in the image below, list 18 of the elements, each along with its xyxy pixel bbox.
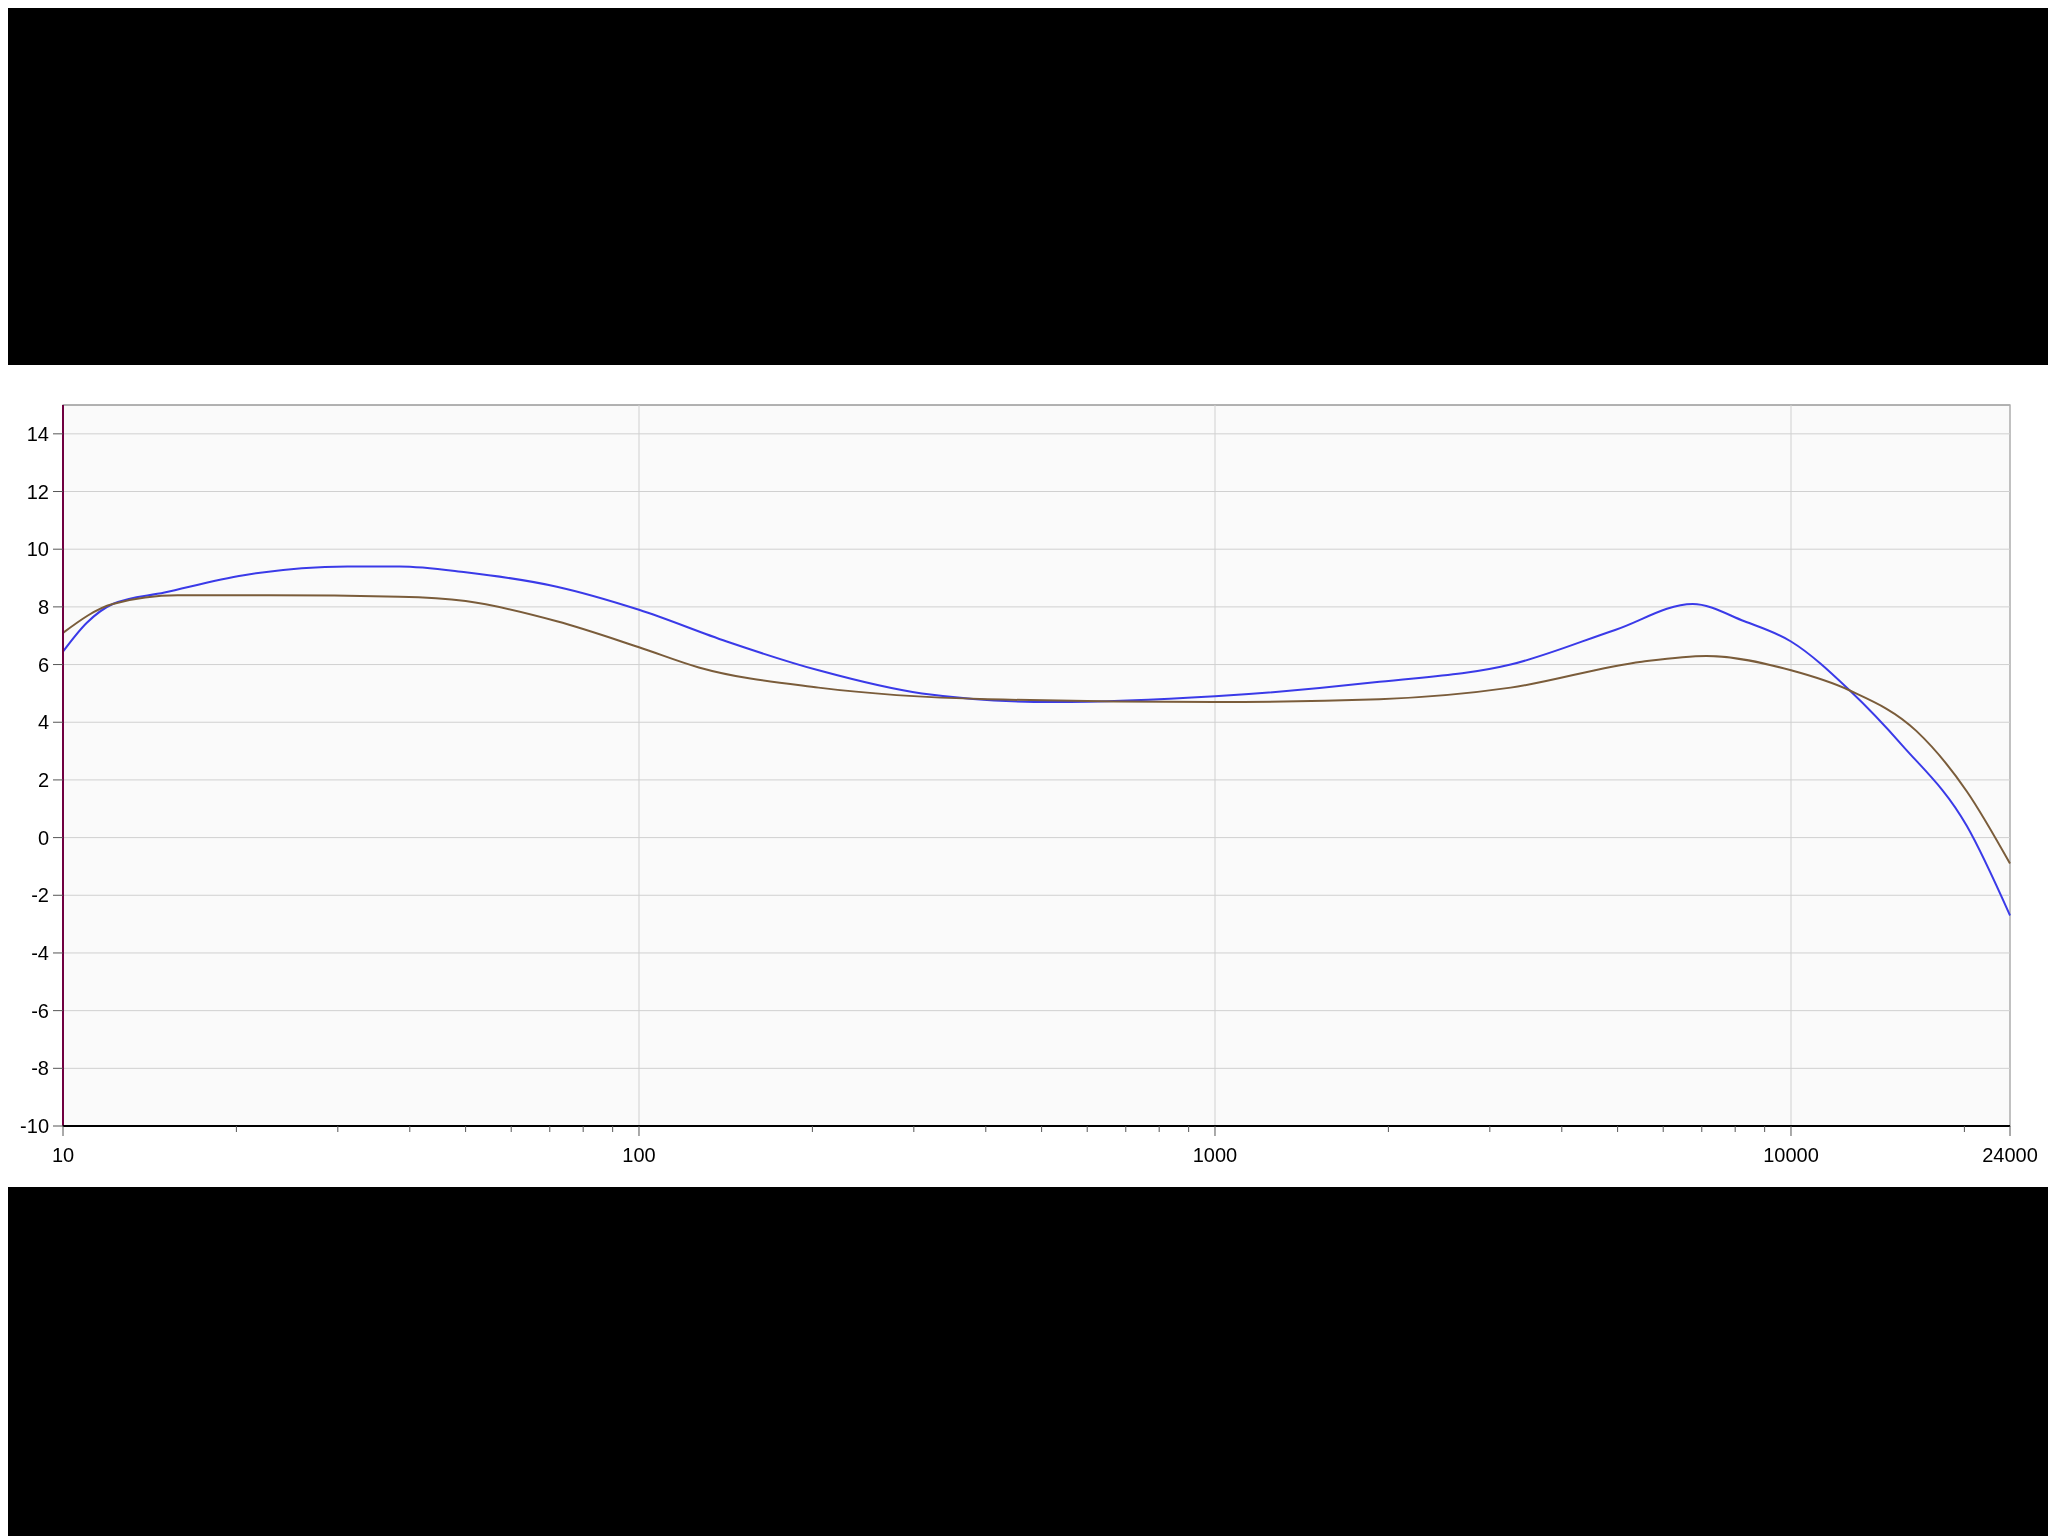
y-tick-label: -8 bbox=[31, 1057, 49, 1080]
y-tick-label: 12 bbox=[26, 480, 49, 503]
y-tick-label: -6 bbox=[31, 999, 49, 1022]
y-tick-label: 6 bbox=[37, 653, 49, 676]
x-tick-label: 10 bbox=[51, 1144, 75, 1166]
y-tick-label: -4 bbox=[31, 941, 49, 964]
y-tick-label: 2 bbox=[37, 768, 49, 791]
y-tick-label: -10 bbox=[20, 1115, 49, 1137]
y-tick-label: -2 bbox=[31, 884, 49, 907]
y-tick-label: 10 bbox=[26, 538, 49, 561]
x-tick-label: 24000 bbox=[1982, 1144, 2038, 1166]
x-tick-label: 1000 bbox=[1192, 1144, 1238, 1166]
y-tick-label: 14 bbox=[26, 422, 49, 445]
y-tick-label: 8 bbox=[37, 595, 49, 618]
y-tick-label: 4 bbox=[37, 711, 49, 734]
y-tick-label: 0 bbox=[37, 826, 49, 849]
x-tick-label: 10000 bbox=[1763, 1144, 1819, 1166]
x-tick-label: 100 bbox=[622, 1144, 656, 1166]
